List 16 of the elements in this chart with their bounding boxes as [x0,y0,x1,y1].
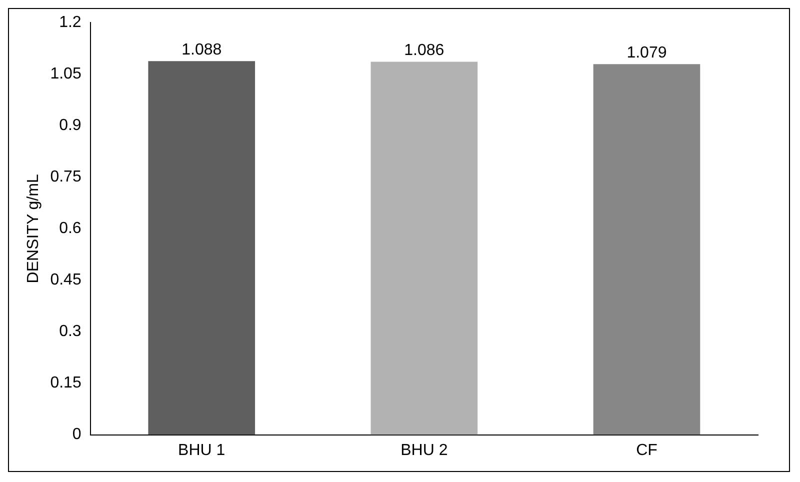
y-tick-label: 0 [72,426,82,444]
x-tick-label: CF [636,442,658,459]
data-label: 1.086 [404,42,444,60]
y-tick-label: 0.3 [59,323,82,340]
y-tick-label: 0.9 [59,117,82,134]
x-tick-label: BHU 1 [178,442,226,459]
data-label: 1.079 [626,44,667,62]
x-tick-label: BHU 2 [400,442,448,459]
y-tick-label: 0.15 [50,374,82,392]
y-tick-label: 0.45 [50,272,82,289]
data-label: 1.088 [182,41,222,58]
y-tick-label: 1.2 [59,14,82,32]
y-tick-label: 0.6 [59,220,82,238]
y-tick-label: 0.75 [50,168,82,186]
y-tick-label: 1.05 [50,66,82,83]
y-axis-title: DENSITY g/mL [25,174,42,284]
